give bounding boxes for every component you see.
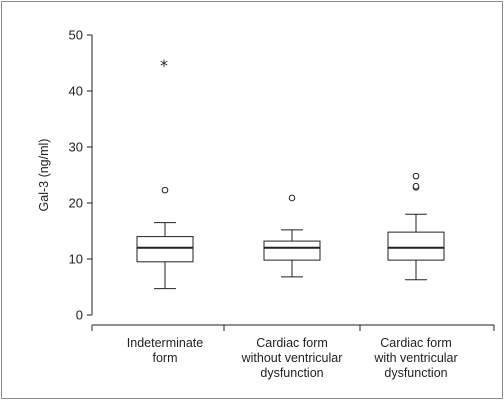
x-category-label: Cardiac form without ventricular dysfuncti… [241,336,343,380]
y-axis-title: Gal-3 (ng/ml) [37,139,51,212]
box-iqr [263,240,321,261]
box-iqr [387,231,445,261]
extreme-point: * [160,56,168,75]
x-category-label-line: Cardiac form [380,336,452,350]
y-tick-label: 50 [69,28,83,43]
y-tick-label: 0 [76,308,83,323]
x-category-label-line: Indeterminate [127,336,203,350]
x-category-label-line: dysfunction [384,366,447,380]
x-category-label-line: with ventricular [373,351,457,365]
x-category-label-line: Cardiac form [256,336,328,350]
x-category-label: Cardiac form with ventricular dysfunction [373,336,457,380]
outlier-point [412,172,420,180]
y-tick-label: 10 [69,252,83,267]
x-category-label: Indeterminate form [127,336,203,365]
outlier-point [288,194,296,202]
y-tick-label: 40 [69,84,83,99]
y-tick-label: 30 [69,140,83,155]
box-iqr [136,236,194,263]
outlier-point [161,186,169,194]
outlier-point [412,182,420,190]
y-tick-label: 20 [69,196,83,211]
x-category-label-line: form [153,351,178,365]
x-category-label-line: without ventricular [241,351,343,365]
x-category-label-line: dysfunction [260,366,323,380]
